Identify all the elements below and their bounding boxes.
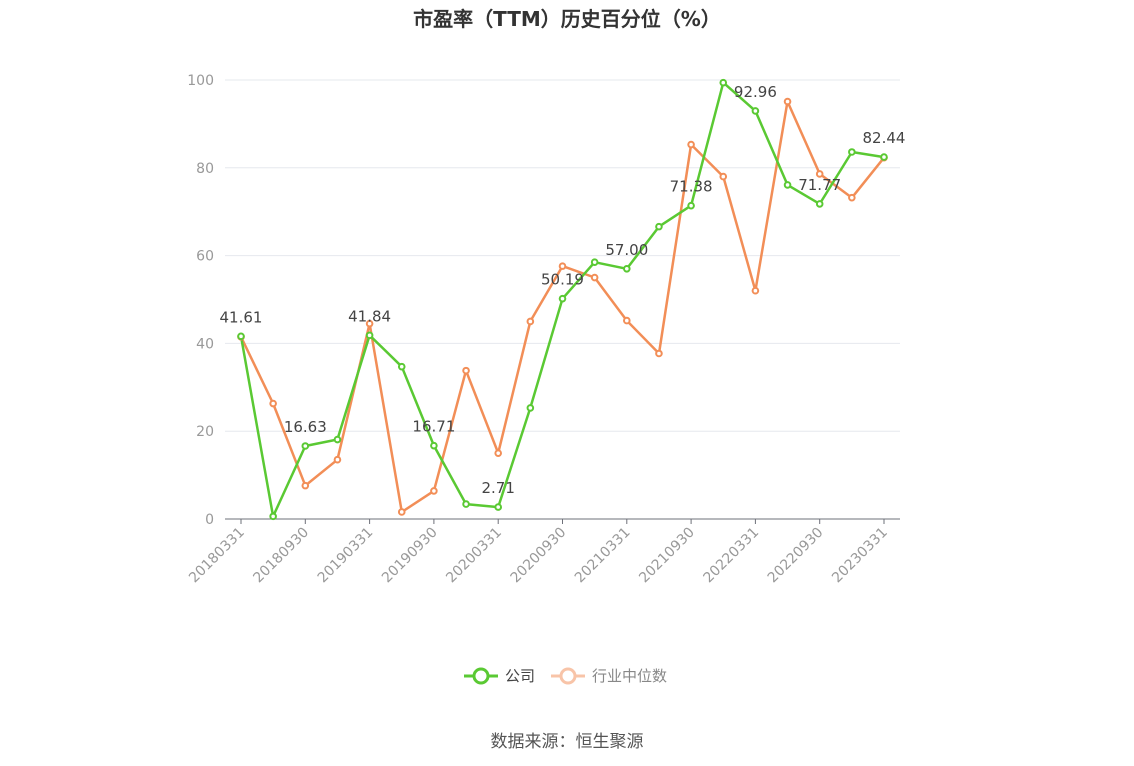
x-tick-label: 20210930: [636, 525, 698, 587]
chart-title: 市盈率（TTM）历史百分位（%）: [413, 7, 721, 31]
data-point-industry[interactable]: [430, 487, 438, 495]
data-point-company[interactable]: [494, 503, 503, 511]
data-point-company[interactable]: [719, 78, 728, 87]
data-point-industry[interactable]: [526, 317, 535, 326]
data-point-company[interactable]: [333, 435, 342, 444]
data-point-industry[interactable]: [848, 193, 856, 202]
x-tick-label: 20180930: [250, 525, 312, 587]
legend-marker-company: [472, 667, 490, 685]
data-point-company[interactable]: [397, 362, 406, 371]
data-labels: 41.61 16.63 41.84 16.71 2.71 50.19 57.00 71.38 9…: [220, 83, 906, 497]
legend-label-company: 公司: [505, 667, 535, 685]
data-label: 50.19: [541, 271, 584, 289]
data-label: 41.61: [220, 308, 263, 326]
data-point-company[interactable]: [365, 331, 374, 340]
data-point-company[interactable]: [558, 294, 567, 303]
y-tick-label: 60: [196, 249, 214, 265]
data-label: 57.00: [605, 241, 648, 259]
y-axis: 0 20 40 60 80 100: [187, 73, 214, 528]
x-tick-label: 20220331: [701, 525, 763, 587]
y-tick-label: 40: [196, 336, 214, 352]
x-tick-label: 20200930: [508, 525, 570, 587]
x-tick-label: 20190930: [379, 525, 441, 587]
series-points: [237, 78, 888, 521]
x-tick-label: 20180331: [186, 525, 248, 587]
data-point-industry[interactable]: [365, 319, 374, 328]
x-tick-label: 20200331: [443, 525, 505, 587]
data-point-industry[interactable]: [558, 262, 567, 270]
data-point-industry[interactable]: [333, 455, 342, 464]
x-tick-label: 20230331: [829, 525, 891, 587]
data-label: 2.71: [481, 479, 514, 497]
legend-item-industry[interactable]: 行业中位数: [551, 667, 667, 685]
data-point-industry[interactable]: [687, 140, 695, 149]
series-line-industry: [239, 100, 885, 514]
data-point-industry[interactable]: [623, 316, 631, 325]
data-point-industry[interactable]: [301, 481, 310, 490]
data-point-company[interactable]: [301, 442, 310, 450]
data-point-industry[interactable]: [783, 97, 792, 106]
data-point-company[interactable]: [783, 181, 792, 189]
x-tick-label: 20220930: [765, 525, 827, 587]
data-label: 71.38: [670, 178, 713, 196]
data-point-company[interactable]: [269, 512, 277, 521]
y-tick-label: 20: [196, 424, 214, 440]
data-point-industry[interactable]: [590, 273, 599, 282]
data-point-company[interactable]: [430, 441, 438, 450]
y-tick-label: 0: [205, 512, 214, 528]
data-point-company[interactable]: [655, 222, 663, 231]
data-point-company[interactable]: [590, 258, 599, 266]
data-point-company[interactable]: [880, 153, 888, 161]
data-point-company[interactable]: [848, 148, 856, 156]
data-point-company[interactable]: [751, 107, 760, 115]
x-axis: 20180331 20180930 20190331 20190930 20200331…: [186, 518, 900, 587]
data-point-company[interactable]: [687, 201, 695, 210]
source-note: 数据来源：恒生聚源: [491, 732, 644, 752]
data-point-industry[interactable]: [719, 172, 728, 181]
legend-label-industry: 行业中位数: [592, 667, 667, 685]
data-label: 16.63: [284, 418, 327, 436]
data-point-company[interactable]: [623, 264, 631, 273]
data-point-industry[interactable]: [494, 449, 503, 457]
data-point-industry[interactable]: [655, 349, 663, 358]
data-point-industry[interactable]: [751, 286, 760, 295]
data-label: 92.96: [734, 83, 777, 101]
data-label: 71.77: [798, 176, 841, 194]
x-tick-label: 20210331: [572, 525, 634, 587]
grid-lines: [225, 79, 900, 432]
x-tick-label: 20190331: [315, 525, 377, 587]
data-point-company[interactable]: [462, 500, 470, 508]
data-point-industry[interactable]: [815, 170, 824, 178]
data-label: 16.71: [412, 418, 455, 436]
data-label: 41.84: [348, 307, 391, 325]
data-point-industry[interactable]: [269, 399, 277, 408]
data-point-company[interactable]: [237, 332, 245, 341]
data-point-company[interactable]: [526, 404, 535, 412]
y-tick-label: 80: [196, 161, 214, 177]
legend[interactable]: 公司 行业中位数: [464, 667, 667, 685]
data-label: 82.44: [863, 129, 906, 147]
data-point-company[interactable]: [815, 200, 824, 208]
data-point-industry[interactable]: [462, 366, 470, 375]
legend-item-company[interactable]: 公司: [464, 667, 535, 685]
y-tick-label: 100: [187, 73, 214, 89]
legend-marker-industry: [559, 667, 577, 685]
data-point-industry[interactable]: [397, 508, 406, 516]
